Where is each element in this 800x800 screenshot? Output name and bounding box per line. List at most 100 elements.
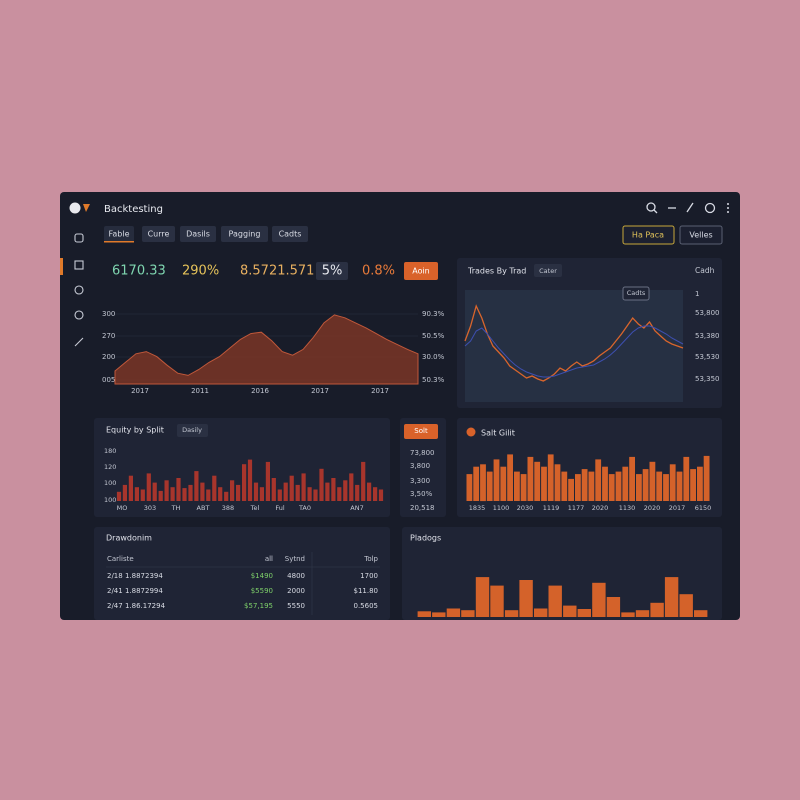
bar (355, 484, 360, 501)
bar (247, 459, 253, 501)
bar (446, 608, 461, 617)
x-label: 2020 (644, 504, 661, 512)
sidebar-icon[interactable] (74, 310, 84, 320)
stat-button[interactable] (404, 262, 438, 280)
more-icon[interactable] (727, 203, 729, 213)
x-label: 2011 (191, 387, 209, 395)
bar (703, 455, 710, 501)
bar (547, 454, 554, 501)
tab[interactable] (104, 226, 134, 242)
y-label: 53,350 (695, 375, 720, 383)
drawdown-panel (94, 527, 390, 620)
tab[interactable] (142, 226, 175, 242)
tab[interactable] (221, 226, 268, 242)
bar (697, 466, 703, 501)
action-label: Ha Paca (632, 231, 664, 240)
x-label: Ful (275, 504, 285, 512)
y-label: 53,800 (695, 309, 720, 317)
bar (473, 466, 480, 501)
bar (548, 585, 562, 617)
sidebar-icon[interactable] (74, 285, 84, 295)
bar (690, 469, 696, 501)
x-label: 1177 (568, 504, 585, 512)
bar (367, 482, 372, 501)
bar (475, 577, 490, 617)
bar (194, 471, 199, 501)
bar (480, 464, 486, 502)
dot (727, 211, 729, 213)
x-label: Tel (250, 504, 260, 512)
bar (200, 482, 205, 501)
bar (629, 456, 635, 501)
table-cell: 2/47 1.86.17294 (107, 602, 166, 610)
bar (417, 611, 431, 617)
sidebar-active (60, 258, 63, 275)
bar (636, 474, 642, 501)
bar (563, 605, 577, 617)
side-value: 3,800 (410, 462, 430, 470)
bar (128, 475, 133, 501)
bar (152, 482, 157, 501)
bar (466, 474, 473, 501)
stat-value: 8.5721.571 (240, 264, 314, 279)
bar (259, 487, 264, 501)
logo (69, 202, 81, 214)
y-label: 270 (102, 332, 115, 340)
tab-label: Cadts (279, 230, 302, 239)
axis-title: Cadh (695, 266, 715, 275)
sidebar-icon[interactable] (74, 337, 84, 347)
bar (301, 473, 306, 501)
bar (236, 484, 241, 501)
bar (504, 610, 519, 617)
bar (635, 610, 650, 617)
sidebar-icon[interactable] (74, 260, 84, 270)
side-button-label: Solt (414, 427, 428, 435)
bar (541, 466, 547, 501)
table-cell: 2000 (287, 587, 305, 595)
bar (649, 461, 656, 501)
search-icon[interactable] (646, 202, 656, 212)
bar (663, 474, 669, 501)
bar (140, 489, 145, 501)
table-cell: $11.80 (354, 587, 379, 595)
bar (319, 468, 324, 501)
table-cell: 4800 (287, 572, 305, 580)
tab[interactable] (272, 226, 308, 242)
side-button[interactable] (404, 424, 438, 439)
x-label: ABT (197, 504, 210, 512)
y-label: 005 (102, 376, 115, 384)
x-label: 1130 (619, 504, 636, 512)
y-label: 120 (104, 463, 116, 471)
x-label: 6150 (695, 504, 712, 512)
bar (337, 487, 342, 501)
bar (519, 580, 533, 617)
edit-icon[interactable] (686, 202, 694, 213)
action-button[interactable] (679, 225, 723, 245)
tab[interactable] (180, 226, 216, 242)
bar (621, 612, 635, 617)
sidebar-icon[interactable] (74, 233, 84, 243)
bar (514, 471, 520, 501)
action-button[interactable] (622, 225, 675, 245)
bar (592, 582, 606, 617)
bar (588, 471, 595, 501)
table-cell: $5590 (251, 587, 273, 595)
app-title: Backtesting (104, 204, 163, 215)
bar (271, 478, 276, 501)
table-cell: 1700 (360, 572, 378, 580)
settings-icon[interactable] (704, 202, 716, 214)
action-label: Velles (689, 231, 712, 240)
logo-mark (83, 204, 90, 212)
stat-value: 6170.33 (112, 264, 166, 279)
bar (615, 471, 622, 501)
bar (343, 480, 348, 501)
tag-label: Cater (539, 267, 557, 275)
panel-title: Trades By Trad (467, 267, 526, 276)
y-label: 300 (102, 310, 115, 318)
side-panel (400, 418, 446, 517)
bar (432, 612, 446, 617)
x-label: 1119 (543, 504, 560, 512)
bar (164, 480, 169, 501)
